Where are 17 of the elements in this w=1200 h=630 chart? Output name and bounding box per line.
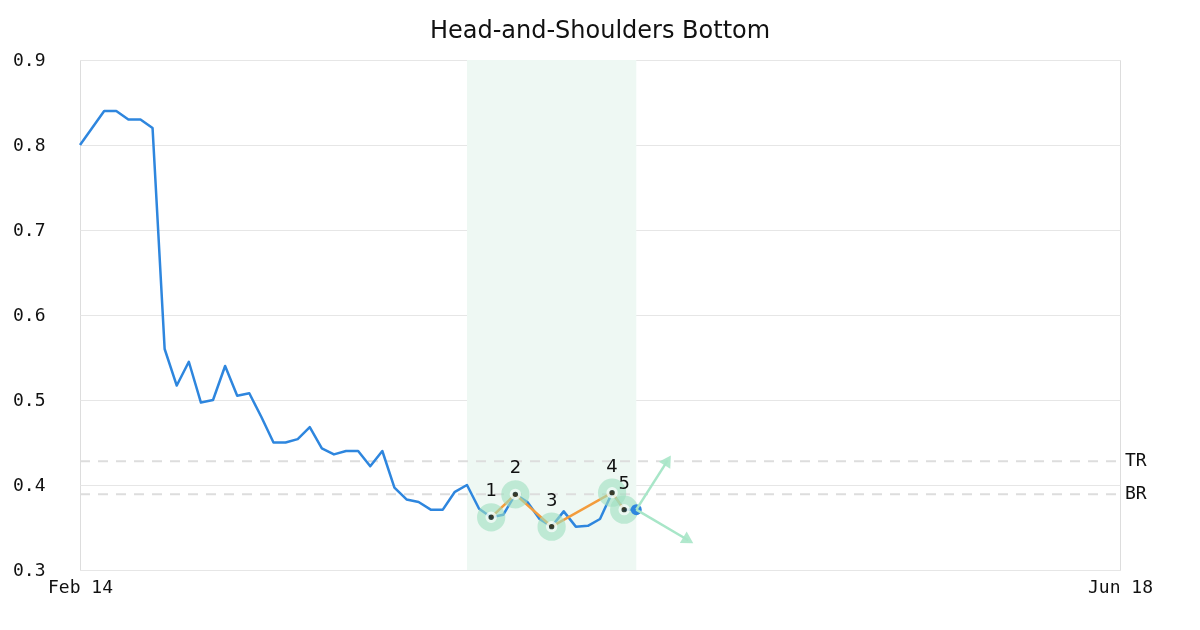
x-tick-label: Jun 18 — [1087, 575, 1154, 597]
y-tick-label: 0.4 — [12, 473, 46, 495]
ref-line-label: BR — [1125, 482, 1147, 504]
annotation: 2 — [509, 456, 522, 478]
annotation: 3 — [545, 488, 558, 510]
annotation: 5 — [618, 471, 630, 493]
y-tick-label: 0.9 — [12, 48, 46, 70]
y-tick-label: 0.5 — [12, 388, 46, 410]
y-tick-label: 0.8 — [12, 133, 46, 155]
ref-line-label: TR — [1125, 449, 1147, 471]
y-tick-label: 0.3 — [12, 558, 46, 580]
y-tick-label: 0.7 — [12, 218, 46, 240]
chart-title: Head-and-Shoulders Bottom — [429, 16, 771, 44]
annotation: 4 — [606, 454, 618, 476]
x-tick-label: Feb 14 — [47, 575, 114, 597]
y-tick-label: 0.6 — [12, 303, 46, 325]
annotation: 1 — [485, 479, 497, 501]
